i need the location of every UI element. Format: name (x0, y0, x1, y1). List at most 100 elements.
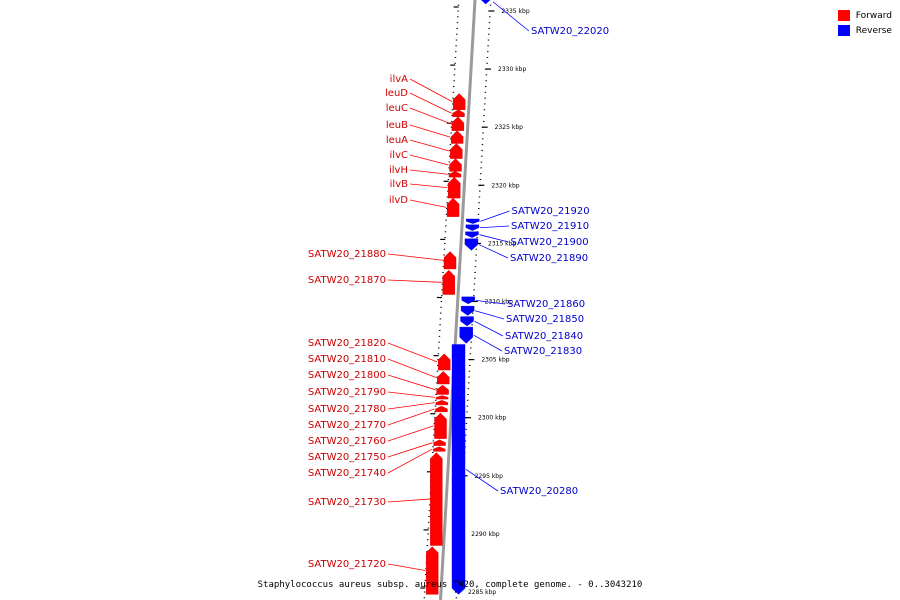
tick-label: 2300 kbp (478, 415, 506, 422)
tick-label: 2320 kbp (491, 182, 519, 189)
forward-gene-label: SATW20_21740 (308, 468, 386, 479)
reverse-gene[interactable] (461, 296, 475, 305)
leader-line (480, 210, 510, 222)
legend-label-reverse: Reverse (855, 25, 892, 36)
forward-gene[interactable] (434, 412, 447, 439)
forward-gene[interactable] (452, 109, 465, 117)
reverse-gene-label: SATW20_21920 (512, 206, 590, 217)
reverse-gene[interactable] (465, 231, 479, 238)
leader-line (475, 299, 506, 305)
leader-line (492, 1, 530, 32)
forward-gene[interactable] (448, 176, 461, 199)
reverse-gene-label: SATW20_21900 (511, 237, 589, 248)
reverse-gene-label: SATW20_22020 (531, 26, 609, 37)
leader-line (387, 563, 426, 571)
tick-label: 2310 kbp (485, 299, 513, 306)
genome-caption: Staphylococcus aureus subsp. aureus TW20… (257, 580, 643, 590)
genome-axis (439, 0, 477, 600)
forward-gene-label: SATW20_21780 (308, 404, 386, 415)
reverse-gene[interactable] (451, 344, 466, 595)
reverse-gene-label: SATW20_21850 (506, 314, 584, 325)
legend-item-forward: Forward (837, 8, 892, 23)
leader-line (387, 498, 430, 503)
leader-line (409, 124, 451, 138)
forward-gene-label: ilvA (390, 74, 408, 85)
leader-line (387, 425, 434, 442)
reverse-gene[interactable] (460, 305, 475, 316)
forward-gene[interactable] (432, 446, 446, 452)
tick-label: 2315 kbp (488, 240, 516, 247)
leader-line (387, 253, 444, 261)
leader-line (409, 169, 449, 175)
tick-label: 2295 kbp (475, 473, 503, 480)
forward-gene-label: SATW20_21770 (308, 420, 386, 431)
forward-gene[interactable] (430, 452, 443, 546)
forward-gene[interactable] (451, 116, 465, 131)
legend-item-reverse: Reverse (837, 23, 892, 38)
reverse-gene[interactable] (466, 218, 480, 224)
forward-gene[interactable] (446, 197, 460, 217)
reverse-gene[interactable] (464, 238, 479, 251)
tick-label: 2305 kbp (481, 357, 509, 364)
leader-line (473, 334, 503, 352)
forward-gene-label: SATW20_21800 (308, 370, 386, 381)
forward-gene[interactable] (449, 158, 462, 172)
forward-gene[interactable] (448, 171, 462, 178)
reverse-gene-label: SATW20_20280 (500, 486, 578, 497)
forward-gene[interactable] (425, 546, 439, 595)
tick-label: 2325 kbp (495, 124, 523, 131)
leader-line (409, 139, 450, 152)
leader-line (409, 154, 449, 166)
forward-gene-label: SATW20_21720 (308, 559, 386, 570)
forward-gene-label: SATW20_21880 (308, 249, 386, 260)
forward-gene[interactable] (452, 93, 466, 110)
forward-gene[interactable] (437, 370, 450, 385)
reverse-gene-label: SATW20_21830 (504, 346, 582, 357)
legend: Forward Reverse (837, 8, 892, 38)
leader-line (387, 391, 436, 398)
forward-gene[interactable] (436, 384, 449, 395)
reverse-gene[interactable] (459, 326, 473, 344)
forward-gene[interactable] (442, 269, 455, 295)
forward-gene[interactable] (433, 439, 446, 446)
leader-line (409, 183, 448, 189)
forward-gene-label: SATW20_21790 (308, 387, 386, 398)
tick-label: 2290 kbp (471, 531, 499, 538)
forward-gene-label: SATW20_21810 (308, 354, 386, 365)
leader-line (387, 342, 438, 363)
forward-swatch (837, 10, 850, 21)
forward-gene[interactable] (450, 143, 463, 159)
forward-gene-label: leuA (386, 135, 408, 146)
reverse-gene-label: SATW20_21890 (510, 253, 588, 264)
forward-gene[interactable] (435, 395, 449, 400)
forward-gene[interactable] (435, 400, 449, 406)
forward-gene[interactable] (443, 251, 457, 270)
reverse-gene[interactable] (479, 0, 492, 5)
reverse-gene-label: SATW20_21840 (505, 331, 583, 342)
forward-gene[interactable] (437, 353, 451, 371)
forward-gene-label: SATW20_21820 (308, 338, 386, 349)
forward-gene-label: SATW20_21760 (308, 436, 386, 447)
reverse-gene-label: SATW20_21910 (511, 221, 589, 232)
leader-line (387, 448, 433, 474)
leader-line (387, 279, 442, 283)
forward-gene-label: ilvD (389, 195, 408, 206)
legend-label-forward: Forward (855, 10, 892, 21)
forward-gene-label: leuB (386, 120, 408, 131)
leader-line (479, 225, 510, 229)
leader-line (474, 320, 504, 337)
forward-gene-label: ilvH (389, 165, 408, 176)
leader-line (409, 199, 447, 208)
forward-gene-label: SATW20_21750 (308, 452, 386, 463)
reverse-gene[interactable] (460, 316, 474, 327)
leader-line (409, 78, 453, 102)
reverse-gene[interactable] (465, 224, 480, 231)
forward-gene[interactable] (435, 405, 448, 413)
gene-labels: ilvA leuD leuC leuB leuA ilvC ilvH ilvB ilvD SATW… (308, 1, 609, 571)
leader-line (409, 92, 452, 114)
leader-line (465, 469, 499, 492)
forward-gene-label: ilvB (390, 179, 408, 190)
leader-line (479, 234, 509, 243)
forward-gene[interactable] (450, 130, 464, 144)
